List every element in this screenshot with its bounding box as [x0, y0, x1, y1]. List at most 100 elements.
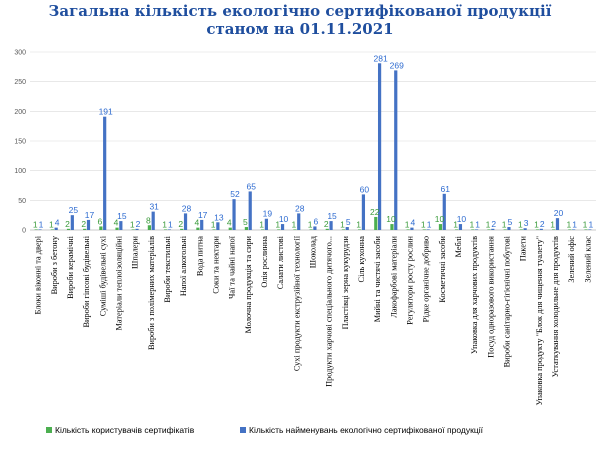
bar-products [167, 229, 171, 230]
bar-users [131, 229, 135, 230]
data-label-users: 4 [227, 218, 232, 228]
data-label-products: 13 [214, 212, 224, 222]
bar-users [471, 229, 475, 230]
data-label-users: 1 [518, 219, 523, 229]
data-label-users: 1 [340, 219, 345, 229]
x-tick-label: Мийні та чистячі засоби [373, 235, 382, 322]
data-label-products: 15 [117, 211, 127, 221]
data-label-products: 281 [373, 53, 387, 63]
bar-products [458, 224, 463, 230]
x-tick-label: Сіль кухонна [357, 236, 366, 283]
bar-users [519, 229, 523, 230]
chart-title-line2: станом на 01.11.2021 [206, 20, 394, 38]
bar-products [280, 224, 285, 230]
data-label-products: 28 [182, 203, 192, 213]
data-label-users: 5 [243, 217, 248, 227]
bar-products [442, 193, 446, 230]
data-label-users: 4 [195, 218, 200, 228]
bar-products [216, 222, 220, 230]
data-label-users: 1 [550, 219, 555, 229]
data-label-users: 1 [453, 219, 458, 229]
bar-users [503, 229, 507, 230]
data-label-users: 10 [386, 214, 396, 224]
bar-users [34, 229, 38, 230]
bar-products [232, 199, 236, 230]
x-tick-label: Упаковка продукту "Блок для чищення туал… [535, 236, 544, 405]
x-tick-label: Меблі [454, 235, 463, 257]
data-label-users: 8 [146, 215, 151, 225]
bar-products [183, 213, 188, 230]
bar-products [539, 228, 543, 230]
bar-products [523, 228, 527, 230]
bar-users [584, 229, 588, 230]
data-label-users: 1 [405, 219, 410, 229]
bar-products [248, 191, 252, 230]
bar-users [66, 228, 71, 230]
data-label-products: 4 [55, 218, 60, 228]
y-tick-label: 300 [14, 50, 26, 57]
data-label-users: 1 [583, 219, 588, 229]
data-label-products: 28 [295, 203, 305, 213]
data-label-users: 4 [114, 218, 119, 228]
bar-products [38, 229, 42, 230]
bar-users [325, 228, 329, 230]
bar-users [228, 227, 232, 230]
x-tick-label: Вироби керамічні [66, 235, 75, 299]
data-label-users: 1 [259, 219, 264, 229]
bar-users [358, 229, 362, 230]
data-label-products: 1 [475, 219, 480, 229]
legend-swatch-users [46, 427, 52, 433]
bar-products [507, 227, 511, 230]
data-label-users: 2 [178, 219, 183, 229]
data-label-products: 3 [524, 218, 529, 228]
bar-products [70, 215, 74, 230]
data-label-products: 1 [572, 219, 577, 229]
bar-products [361, 194, 366, 230]
bar-users [147, 225, 151, 230]
bar-users [212, 229, 216, 230]
data-label-users: 1 [486, 219, 491, 229]
data-label-products: 65 [246, 181, 256, 191]
bar-users [406, 229, 410, 230]
bar-products [426, 229, 430, 230]
bar-users [487, 229, 491, 230]
bar-users [277, 229, 281, 230]
bar-users [309, 229, 313, 230]
y-tick-label: 0 [22, 228, 26, 235]
data-label-products: 60 [360, 184, 370, 194]
data-label-products: 1 [168, 219, 173, 229]
bar-products [377, 63, 382, 231]
bar-users [50, 229, 54, 230]
x-tick-label: Пластівці зерна кукурудзи [341, 235, 350, 329]
x-tick-label: Вироби з бетону [50, 235, 59, 294]
data-label-products: 1 [427, 219, 432, 229]
x-tick-label: Салати листові [276, 235, 285, 289]
data-label-users: 6 [98, 216, 103, 226]
bar-products [135, 228, 139, 230]
bar-products [200, 219, 204, 230]
x-tick-label: Посуд одноразового використання [486, 236, 495, 358]
x-tick-label: Упаковка для харчових продуктів [470, 236, 479, 354]
data-label-users: 2 [65, 219, 70, 229]
x-tick-label: Матеріали теплоізоляційні [114, 235, 123, 330]
bar-users [341, 229, 346, 230]
bar-products [313, 226, 317, 230]
bar-users [293, 229, 297, 230]
bar-users [568, 229, 572, 230]
bar-products [86, 219, 91, 230]
y-tick-label: 200 [14, 109, 26, 116]
bar-users [390, 224, 394, 230]
x-tick-label: Напої алкогольні [179, 235, 188, 296]
bar-products [119, 221, 123, 230]
data-label-products: 19 [263, 209, 273, 219]
bar-users [422, 229, 426, 230]
data-label-products: 5 [346, 217, 351, 227]
data-label-users: 1 [292, 219, 297, 229]
data-label-products: 61 [441, 184, 451, 194]
bar-products [54, 227, 58, 230]
data-label-products: 20 [554, 208, 564, 218]
x-tick-label: Суміші будівельні сухі [98, 235, 107, 316]
data-label-users: 22 [370, 207, 380, 217]
data-label-users: 10 [435, 214, 445, 224]
